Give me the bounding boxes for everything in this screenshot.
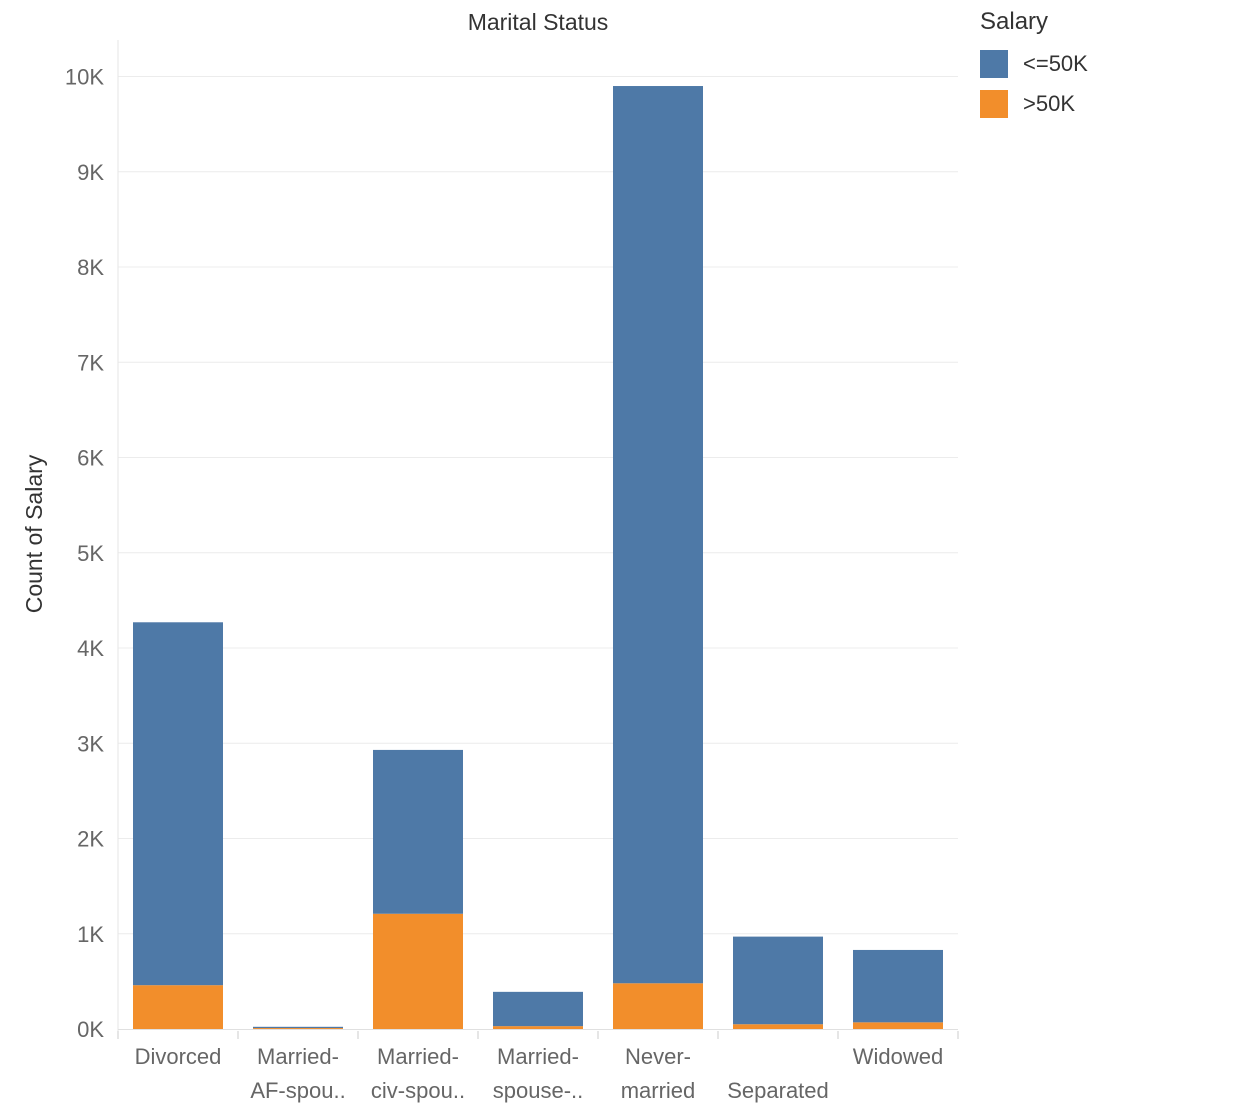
x-tick-label: civ-spou..: [371, 1078, 465, 1103]
bar-le50k: [853, 949, 943, 1023]
y-axis-label: Count of Salary: [21, 454, 47, 613]
bar-le50k: [253, 1026, 343, 1029]
bar-le50k: [373, 749, 463, 914]
y-tick-label: 8K: [77, 255, 104, 280]
x-tick-label: Never-: [625, 1044, 691, 1069]
legend-swatch-gt50k: [980, 90, 1008, 118]
y-tick-label: 4K: [77, 636, 104, 661]
bar-gt50k: [253, 1028, 343, 1029]
bars: [133, 86, 943, 1029]
x-tick-label: Married-: [497, 1044, 579, 1069]
bar-gt50k: [733, 1024, 823, 1029]
legend-label-le50k: <=50K: [1023, 51, 1088, 76]
chart-title: Marital Status: [468, 9, 609, 35]
y-tick-label: 9K: [77, 160, 104, 185]
y-tick-label: 0K: [77, 1017, 104, 1042]
y-tick-label: 10K: [65, 65, 104, 90]
bar-le50k: [733, 936, 823, 1025]
x-tick-label: spouse-..: [493, 1078, 584, 1103]
legend-item-le50k[interactable]: <=50K: [980, 44, 1088, 84]
bar-gt50k: [613, 983, 703, 1029]
x-tick-label: Married-: [377, 1044, 459, 1069]
legend-title: Salary: [980, 8, 1049, 35]
bar-gt50k: [133, 985, 223, 1029]
legend-label-gt50k: >50K: [1023, 91, 1075, 116]
y-tick-label: 1K: [77, 922, 104, 947]
axes: 0K 1K 2K 3K 4K 5K 6K 7K 8K 9K 10K Divorced Married- A…: [65, 40, 959, 1103]
y-tick-label: 6K: [77, 446, 104, 471]
legend-swatch-le50k: [980, 50, 1008, 78]
y-tick-label: 2K: [77, 827, 104, 852]
x-tick-label: AF-spou..: [250, 1078, 345, 1103]
bar-gt50k: [853, 1022, 943, 1029]
x-tick-label: Widowed: [853, 1044, 943, 1069]
bar-gt50k: [373, 913, 463, 1029]
y-tick-label: 3K: [77, 731, 104, 756]
bar-le50k: [613, 86, 703, 984]
x-tick-label: Separated: [727, 1078, 829, 1103]
y-tick-label: 7K: [77, 350, 104, 375]
bar-le50k: [133, 622, 223, 986]
legend: Salary <=50K >50K: [980, 8, 1088, 124]
grid-lines: [118, 76, 958, 935]
x-tick-label: married: [621, 1078, 696, 1103]
x-tick-label: Divorced: [135, 1044, 222, 1069]
bar-le50k: [493, 991, 583, 1027]
bar-gt50k: [493, 1026, 583, 1029]
y-tick-label: 5K: [77, 541, 104, 566]
x-tick-label: Married-: [257, 1044, 339, 1069]
legend-item-gt50k[interactable]: >50K: [980, 84, 1088, 124]
